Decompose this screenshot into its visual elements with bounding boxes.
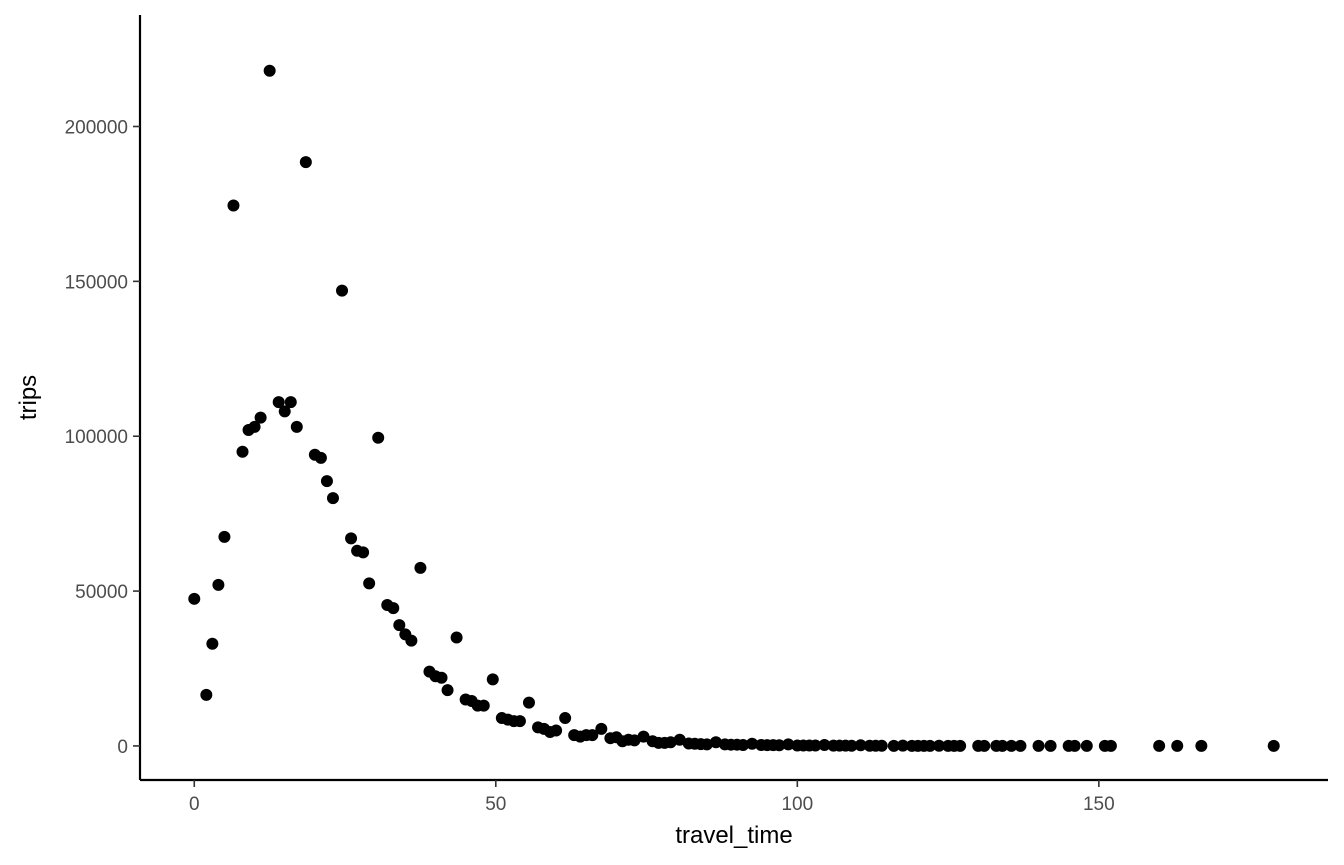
data-point	[477, 699, 490, 712]
data-point	[357, 546, 370, 559]
x-tick-label: 100	[781, 794, 813, 815]
data-point	[320, 475, 333, 488]
data-point	[1153, 739, 1166, 752]
data-point	[363, 577, 376, 590]
data-point	[435, 671, 448, 684]
data-point	[414, 561, 427, 574]
data-point	[1044, 739, 1057, 752]
data-point	[272, 396, 285, 409]
data-point	[773, 739, 786, 752]
data-point	[954, 739, 967, 752]
data-point	[737, 739, 750, 752]
x-tick-label: 50	[485, 794, 506, 815]
y-axis-title: trips	[15, 375, 42, 420]
y-tick-label: 50000	[75, 582, 128, 603]
data-point	[387, 602, 400, 615]
y-tick-label: 200000	[65, 117, 128, 138]
data-point	[486, 673, 499, 686]
data-point	[1014, 739, 1027, 752]
data-point	[278, 405, 291, 418]
data-point	[550, 724, 563, 737]
data-point	[393, 619, 406, 632]
data-point	[299, 156, 312, 169]
data-point	[809, 739, 822, 752]
x-axis-ticks: 0 50 100 150	[189, 780, 1115, 815]
y-tick-label: 100000	[65, 427, 128, 448]
data-point	[314, 451, 327, 464]
data-point	[996, 739, 1009, 752]
data-point	[263, 64, 276, 77]
data-point	[336, 284, 349, 297]
data-point	[746, 737, 759, 750]
data-point	[212, 578, 225, 591]
data-point	[673, 733, 686, 746]
data-point	[522, 696, 535, 709]
data-point	[188, 592, 201, 605]
data-point	[1104, 739, 1117, 752]
data-point	[450, 631, 463, 644]
data-point	[933, 739, 946, 752]
data-point	[1068, 739, 1081, 752]
data-point	[326, 492, 339, 505]
data-point	[923, 739, 936, 752]
data-point	[405, 634, 418, 647]
x-axis-title: travel_time	[675, 822, 792, 849]
data-point	[513, 715, 526, 728]
data-point	[700, 738, 713, 751]
data-point	[248, 420, 261, 433]
data-point	[887, 739, 900, 752]
data-point	[1005, 739, 1018, 752]
y-tick-label: 150000	[65, 272, 128, 293]
data-point	[372, 431, 385, 444]
data-point	[559, 712, 572, 725]
data-point	[345, 532, 358, 545]
data-point	[1171, 739, 1184, 752]
data-point	[586, 729, 599, 742]
data-point	[1032, 739, 1045, 752]
x-tick-label: 0	[189, 794, 200, 815]
data-point	[290, 420, 303, 433]
data-point	[628, 734, 641, 747]
data-point	[709, 736, 722, 749]
data-point	[236, 445, 249, 458]
data-point	[200, 688, 213, 701]
data-point	[441, 684, 454, 697]
data-point	[637, 730, 650, 743]
y-axis-ticks: 0 50000 100000 150000 200000	[65, 117, 140, 758]
data-point	[227, 199, 240, 212]
data-point	[875, 739, 888, 752]
data-point	[854, 739, 867, 752]
data-point	[818, 739, 831, 752]
data-point	[595, 722, 608, 735]
data-point	[664, 736, 677, 749]
data-point	[284, 396, 297, 409]
data-point	[1267, 739, 1280, 752]
data-point	[1080, 739, 1093, 752]
points-layer	[188, 64, 1280, 752]
y-tick-label: 0	[117, 737, 128, 758]
x-tick-label: 150	[1083, 794, 1115, 815]
data-point	[782, 738, 795, 751]
data-point	[218, 530, 231, 543]
data-point	[206, 637, 219, 650]
data-point	[254, 411, 267, 424]
data-point	[1195, 739, 1208, 752]
data-point	[896, 739, 909, 752]
data-point	[978, 739, 991, 752]
data-point	[845, 739, 858, 752]
